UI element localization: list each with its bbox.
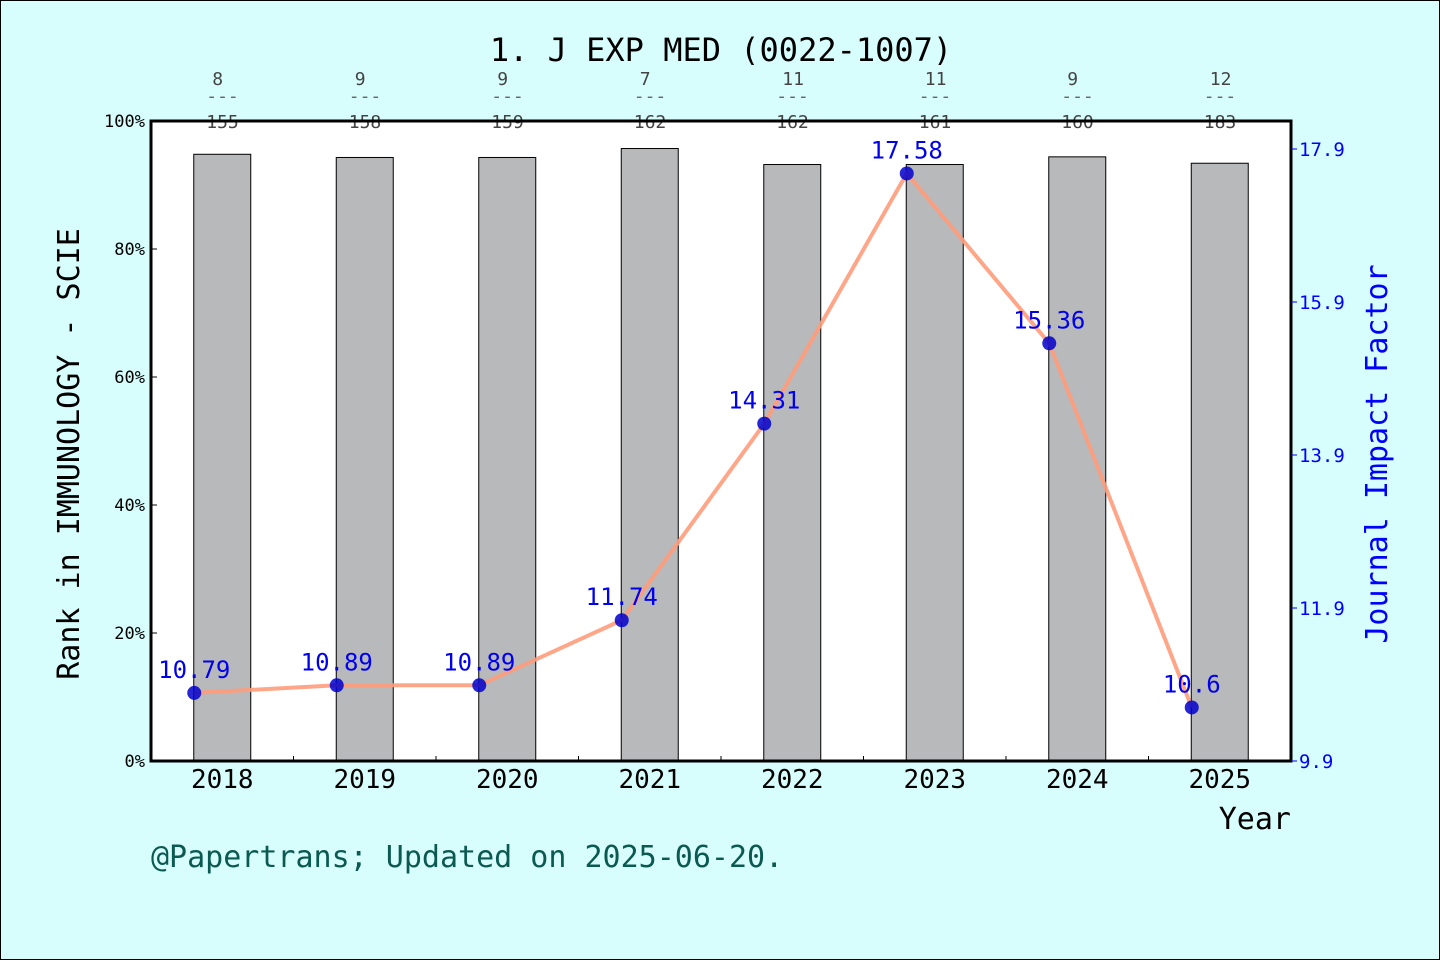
impact-factor-point-2022 — [757, 416, 772, 431]
footer-credit: @Papertrans; Updated on 2025-06-20. — [151, 840, 783, 875]
x-axis-label: Year — [1219, 802, 1291, 837]
rank-label-2022: 11 — [782, 69, 804, 90]
rank-label-2021: 7 — [640, 69, 651, 90]
bar-2023 — [905, 164, 964, 762]
chart-title: 1. J EXP MED (0022-1007) — [490, 31, 952, 69]
y-right-tick-label: 11.9 — [1299, 598, 1345, 620]
impact-factor-label-2022: 14.31 — [728, 387, 800, 415]
impact-factor-label-2019: 10.89 — [301, 648, 373, 676]
y-axis-right-label: Journal Impact Factor — [1360, 264, 1395, 643]
y-left-tick-label: 20% — [114, 624, 145, 644]
rank-separator-2023: --- — [919, 86, 952, 107]
rank-label-2018: 8 — [212, 69, 223, 90]
bar-2022 — [763, 164, 822, 762]
rank-separator-2022: --- — [776, 86, 809, 107]
x-tick-label-2021: 2021 — [618, 765, 681, 795]
rank-separator-2025: --- — [1204, 86, 1237, 107]
impact-factor-label-2025: 10.6 — [1163, 670, 1221, 698]
x-tick-label-2018: 2018 — [191, 765, 254, 795]
impact-factor-label-2018: 10.79 — [158, 656, 230, 684]
impact-factor-label-2024: 15.36 — [1013, 306, 1085, 334]
bar-2020 — [478, 156, 537, 762]
x-tick-label-2023: 2023 — [903, 765, 966, 795]
rank-separator-2018: --- — [206, 86, 239, 107]
rank-label-2023: 11 — [925, 69, 947, 90]
rank-separator-2020: --- — [491, 86, 524, 107]
x-tick-label-2025: 2025 — [1188, 765, 1251, 795]
y-right-tick-label: 17.9 — [1299, 139, 1345, 161]
impact-factor-line — [194, 169, 1194, 709]
y-left-tick-label: 40% — [114, 496, 145, 516]
x-tick-label-2020: 2020 — [476, 765, 539, 795]
y-axis-left-label: Rank in IMMUNOLOGY - SCIE — [52, 228, 87, 680]
x-tick-label-2022: 2022 — [761, 765, 824, 795]
bar-2021 — [620, 148, 679, 762]
rank-label-2025: 12 — [1210, 69, 1232, 90]
bar-2024 — [1048, 156, 1107, 762]
y-right-tick-label: 15.9 — [1299, 292, 1345, 314]
impact-factor-label-2023: 17.58 — [871, 136, 943, 164]
y-left-tick-label: 60% — [114, 368, 145, 388]
rank-separator-2024: --- — [1061, 86, 1094, 107]
x-tick-label-2019: 2019 — [333, 765, 396, 795]
impact-factor-label-2020: 10.89 — [443, 648, 515, 676]
rank-label-2020: 9 — [497, 69, 508, 90]
bar-2018 — [193, 153, 252, 762]
impact-factor-point-2024 — [1042, 336, 1057, 351]
impact-factor-point-2025 — [1184, 700, 1199, 715]
x-tick-label-2024: 2024 — [1046, 765, 1109, 795]
y-left-tick-label: 80% — [114, 240, 145, 260]
y-left-tick-label: 0% — [125, 752, 145, 772]
impact-factor-point-2020 — [472, 678, 487, 693]
rank-separator-2021: --- — [634, 86, 667, 107]
rank-separator-2019: --- — [349, 86, 382, 107]
impact-factor-point-2023 — [899, 166, 914, 181]
y-right-tick-label: 13.9 — [1299, 445, 1345, 467]
y-left-tick-label: 100% — [104, 112, 145, 132]
bar-2025 — [1190, 162, 1249, 762]
impact-factor-label-2021: 11.74 — [586, 583, 658, 611]
rank-label-2024: 9 — [1067, 69, 1078, 90]
impact-factor-point-2021 — [614, 613, 629, 628]
rank-label-2019: 9 — [355, 69, 366, 90]
impact-factor-point-2019 — [329, 678, 344, 693]
impact-factor-point-2018 — [187, 685, 202, 700]
y-right-tick-label: 9.9 — [1299, 751, 1333, 773]
